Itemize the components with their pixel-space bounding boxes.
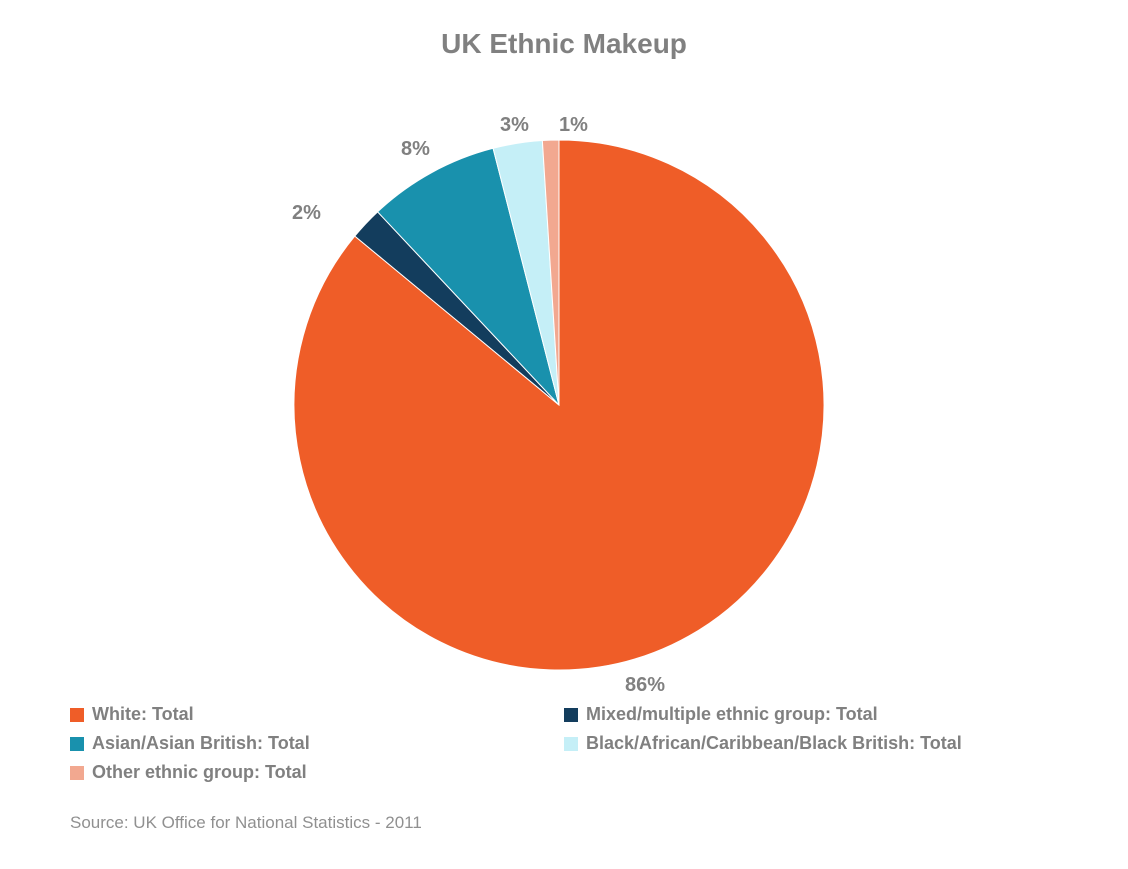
pie-chart-svg — [14, 70, 1114, 690]
chart-title: UK Ethnic Makeup — [0, 0, 1128, 70]
legend-item: Other ethnic group: Total — [70, 758, 564, 787]
legend-swatch — [70, 737, 84, 751]
legend-item: Asian/Asian British: Total — [70, 729, 564, 758]
legend-item: Black/African/Caribbean/Black British: T… — [564, 729, 1058, 758]
legend-item: Mixed/multiple ethnic group: Total — [564, 700, 1058, 729]
legend-item: White: Total — [70, 700, 564, 729]
legend-label: Mixed/multiple ethnic group: Total — [586, 704, 878, 725]
slice-label: 8% — [401, 138, 430, 161]
legend-label: Asian/Asian British: Total — [92, 733, 310, 754]
legend-swatch — [564, 708, 578, 722]
legend-label: Other ethnic group: Total — [92, 762, 307, 783]
slice-label: 1% — [559, 114, 588, 137]
legend-label: Black/African/Caribbean/Black British: T… — [586, 733, 962, 754]
pie-chart-container: 86%2%8%3%1% — [0, 70, 1128, 690]
legend-swatch — [564, 737, 578, 751]
slice-label: 2% — [292, 202, 321, 225]
slice-label: 3% — [500, 114, 529, 137]
chart-source: Source: UK Office for National Statistic… — [0, 787, 1128, 833]
chart-legend: White: Total Mixed/multiple ethnic group:… — [0, 690, 1128, 787]
slice-label: 86% — [625, 674, 665, 697]
legend-label: White: Total — [92, 704, 194, 725]
legend-swatch — [70, 708, 84, 722]
legend-swatch — [70, 766, 84, 780]
